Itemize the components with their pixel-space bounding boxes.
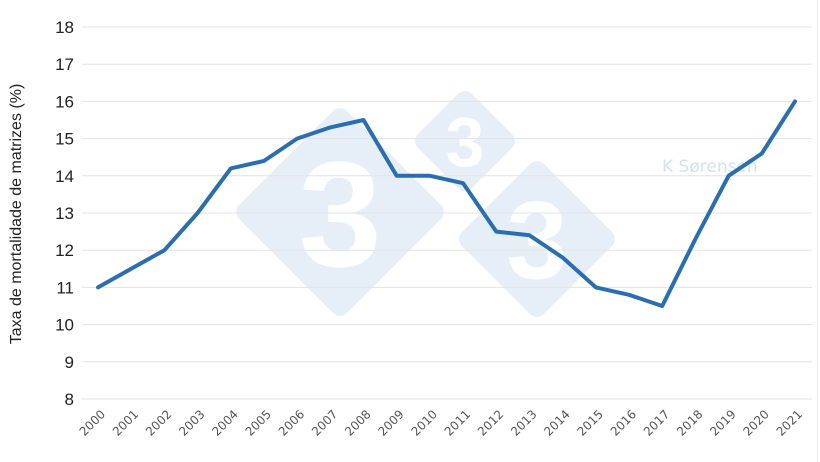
watermark-diamond: 3 [236, 108, 444, 316]
y-tick-label: 16 [55, 92, 74, 111]
y-tick-label: 8 [65, 390, 74, 409]
x-tick-label: 2008 [342, 407, 373, 438]
y-tick-label: 12 [55, 241, 74, 260]
y-tick-label: 10 [55, 316, 74, 335]
x-tick-label: 2014 [541, 407, 572, 438]
x-tick-label: 2000 [77, 407, 108, 438]
watermark-logo: 3 33 [236, 91, 615, 317]
x-tick-label: 2017 [641, 407, 672, 438]
x-tick-label: 2018 [674, 407, 705, 438]
y-tick-label: 9 [65, 353, 74, 372]
x-tick-label: 2012 [475, 407, 506, 438]
x-tick-label: 2006 [276, 407, 307, 438]
x-tick-label: 2001 [110, 407, 141, 438]
y-tick-label: 11 [56, 278, 74, 297]
x-tick-label: 2020 [740, 407, 771, 438]
x-tick-label: 2002 [143, 407, 174, 438]
x-tick-label: 2007 [309, 407, 340, 438]
watermark-glyph: 3 [298, 130, 381, 298]
watermark-glyph: 3 [446, 103, 485, 181]
y-axis-ticks: 8 9 10 11 12 13 14 15 16 17 18 [55, 18, 74, 409]
y-tick-label: 17 [55, 55, 74, 74]
y-tick-label: 13 [55, 204, 74, 223]
x-axis-ticks: 2000 2001 2002 2003 2004 2005 2006 2007 2008 2009… [77, 407, 805, 438]
x-tick-label: 2004 [209, 407, 240, 438]
x-tick-label: 2003 [176, 407, 207, 438]
x-tick-label: 2011 [442, 407, 473, 438]
x-tick-label: 2009 [375, 407, 406, 438]
x-tick-label: 2015 [574, 407, 605, 438]
x-tick-label: 2019 [707, 407, 738, 438]
data-series [96, 99, 797, 308]
y-tick-label: 15 [55, 130, 74, 149]
x-tick-label: 2013 [508, 407, 539, 438]
y-tick-label: 14 [55, 167, 74, 186]
series-line [96, 99, 797, 308]
x-tick-label: 2016 [608, 407, 639, 438]
watermark-diamond: 3 [415, 91, 515, 191]
x-tick-label: 2021 [774, 407, 805, 438]
x-tick-label: 2005 [243, 407, 274, 438]
y-axis-label: Taxa de mortalidade de matrizes (%) [8, 83, 25, 345]
gridlines [82, 26, 812, 400]
frame-border [817, 0, 818, 462]
x-tick-label: 2010 [409, 407, 440, 438]
y-tick-label: 18 [55, 18, 74, 37]
y-axis-label-wrap: Taxa de mortalidade de matrizes (%) [2, 0, 32, 462]
